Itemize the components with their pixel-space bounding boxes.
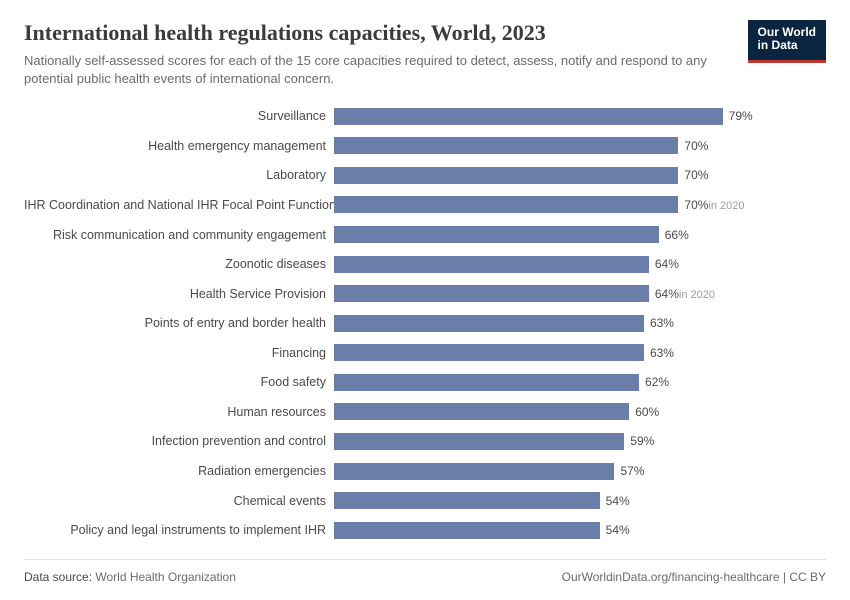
- value-label: 54%: [606, 523, 630, 537]
- owid-logo: Our World in Data: [748, 20, 826, 63]
- category-label: Human resources: [24, 405, 334, 419]
- chart-footer: Data source: World Health Organization O…: [24, 559, 826, 584]
- bar-area: 60%: [334, 403, 826, 420]
- bar: [334, 463, 614, 480]
- value-label: 63%: [650, 316, 674, 330]
- category-label: Laboratory: [24, 168, 334, 182]
- value-label: 66%: [665, 228, 689, 242]
- bar: [334, 137, 678, 154]
- category-label: Infection prevention and control: [24, 434, 334, 448]
- attribution: OurWorldinData.org/financing-healthcare …: [562, 570, 826, 584]
- category-label: IHR Coordination and National IHR Focal …: [24, 198, 334, 212]
- bar-area: 66%: [334, 226, 826, 243]
- category-label: Risk communication and community engagem…: [24, 228, 334, 242]
- bar-row: Health Service Provision 64%in 2020: [24, 281, 826, 307]
- title-block: International health regulations capacit…: [24, 20, 748, 87]
- bar-row: Radiation emergencies 57%: [24, 458, 826, 484]
- category-label: Financing: [24, 346, 334, 360]
- bar-area: 70%in 2020: [334, 196, 826, 213]
- category-label: Health Service Provision: [24, 287, 334, 301]
- value-label: 60%: [635, 405, 659, 419]
- category-label: Surveillance: [24, 109, 334, 123]
- bar-row: Points of entry and border health 63%: [24, 310, 826, 336]
- bar: [334, 374, 639, 391]
- bar-row: Risk communication and community engagem…: [24, 222, 826, 248]
- category-label: Health emergency management: [24, 139, 334, 153]
- bar: [334, 344, 644, 361]
- bar: [334, 108, 723, 125]
- chart-header: International health regulations capacit…: [24, 20, 826, 87]
- bar: [334, 196, 678, 213]
- bar-row: IHR Coordination and National IHR Focal …: [24, 192, 826, 218]
- bar-area: 70%: [334, 167, 826, 184]
- chart-subtitle: Nationally self-assessed scores for each…: [24, 52, 736, 87]
- bar-area: 64%in 2020: [334, 285, 826, 302]
- bar: [334, 167, 678, 184]
- bar-area: 54%: [334, 492, 826, 509]
- bar-area: 54%: [334, 522, 826, 539]
- value-label: 79%: [729, 109, 753, 123]
- bar-area: 62%: [334, 374, 826, 391]
- bar-row: Financing 63%: [24, 340, 826, 366]
- value-label: 64%: [655, 257, 679, 271]
- bar-chart: Surveillance 79% Health emergency manageme…: [24, 101, 826, 545]
- bar-row: Policy and legal instruments to implemen…: [24, 517, 826, 543]
- bar-row: Health emergency management 70%: [24, 133, 826, 159]
- bar: [334, 492, 600, 509]
- bar: [334, 433, 624, 450]
- bar-area: 64%: [334, 256, 826, 273]
- bar-area: 70%: [334, 137, 826, 154]
- category-label: Food safety: [24, 375, 334, 389]
- category-label: Chemical events: [24, 494, 334, 508]
- bar: [334, 256, 649, 273]
- bar-area: 57%: [334, 463, 826, 480]
- bar-area: 59%: [334, 433, 826, 450]
- bar: [334, 522, 600, 539]
- bar: [334, 315, 644, 332]
- bar-row: Food safety 62%: [24, 369, 826, 395]
- value-label: 63%: [650, 346, 674, 360]
- value-note: in 2020: [679, 289, 715, 301]
- category-label: Policy and legal instruments to implemen…: [24, 523, 334, 537]
- bar-row: Human resources 60%: [24, 399, 826, 425]
- bar-area: 63%: [334, 315, 826, 332]
- bar: [334, 285, 649, 302]
- value-label: 70%: [684, 139, 708, 153]
- value-note: in 2020: [708, 200, 744, 212]
- bar-row: Surveillance 79%: [24, 103, 826, 129]
- value-label: 54%: [606, 494, 630, 508]
- bar-area: 79%: [334, 108, 826, 125]
- category-label: Points of entry and border health: [24, 316, 334, 330]
- value-label: 70%: [684, 168, 708, 182]
- bar-area: 63%: [334, 344, 826, 361]
- bar-row: Infection prevention and control 59%: [24, 428, 826, 454]
- value-label: 59%: [630, 434, 654, 448]
- value-label: 57%: [620, 464, 644, 478]
- value-label: 62%: [645, 375, 669, 389]
- bar-row: Chemical events 54%: [24, 488, 826, 514]
- chart-title: International health regulations capacit…: [24, 20, 736, 46]
- bar: [334, 226, 659, 243]
- data-source: Data source: World Health Organization: [24, 570, 236, 584]
- category-label: Radiation emergencies: [24, 464, 334, 478]
- bar-row: Zoonotic diseases 64%: [24, 251, 826, 277]
- bar: [334, 403, 629, 420]
- value-label: 64%in 2020: [655, 287, 715, 301]
- value-label: 70%in 2020: [684, 198, 744, 212]
- category-label: Zoonotic diseases: [24, 257, 334, 271]
- bar-row: Laboratory 70%: [24, 162, 826, 188]
